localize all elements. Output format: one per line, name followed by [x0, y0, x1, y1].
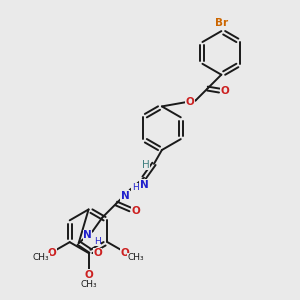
Text: O: O	[132, 206, 140, 216]
Text: Br: Br	[215, 18, 228, 28]
Text: N: N	[140, 180, 148, 190]
Text: CH₃: CH₃	[33, 254, 49, 262]
Text: N: N	[83, 230, 92, 240]
Text: CH₃: CH₃	[80, 280, 97, 289]
Text: O: O	[221, 85, 230, 96]
Text: N: N	[121, 190, 130, 201]
Text: H: H	[132, 183, 139, 192]
Text: O: O	[93, 248, 102, 258]
Text: O: O	[185, 98, 194, 107]
Text: CH₃: CH₃	[128, 254, 145, 262]
Text: H: H	[94, 237, 101, 246]
Text: O: O	[84, 270, 93, 280]
Text: H: H	[142, 160, 150, 170]
Text: O: O	[121, 248, 130, 258]
Text: O: O	[47, 248, 56, 258]
